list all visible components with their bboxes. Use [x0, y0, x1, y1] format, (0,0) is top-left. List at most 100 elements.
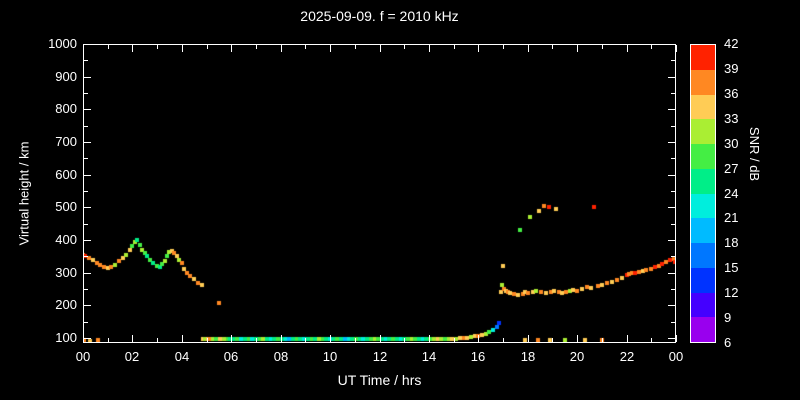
x-tick — [132, 45, 133, 52]
colorbar-band — [691, 119, 715, 144]
x-axis-label: UT Time / hrs — [337, 372, 422, 388]
y-tick — [84, 158, 88, 159]
x-tick — [404, 45, 405, 49]
y-tick — [671, 256, 675, 257]
x-tick — [231, 45, 232, 52]
y-tick — [668, 109, 675, 110]
y-tick-label: 700 — [55, 134, 77, 149]
x-tick — [207, 338, 208, 342]
colorbar-band — [691, 69, 715, 95]
colorbar-tick-label: 27 — [724, 161, 739, 176]
y-tick — [668, 240, 675, 241]
x-tick — [528, 335, 529, 342]
x-tick — [281, 335, 282, 342]
y-tick — [84, 256, 88, 257]
x-tick — [305, 45, 306, 49]
x-tick — [651, 45, 652, 49]
x-tick — [380, 335, 381, 342]
colorbar-band — [691, 144, 715, 169]
x-tick — [676, 335, 677, 342]
y-tick — [668, 207, 675, 208]
colorbar-tick-label: 30 — [724, 136, 739, 151]
x-tick-label: 00 — [668, 349, 684, 364]
x-tick — [132, 335, 133, 342]
y-tick — [84, 126, 88, 127]
x-tick — [83, 45, 84, 52]
colorbar-band — [691, 45, 715, 70]
y-tick-label: 800 — [55, 101, 77, 116]
x-tick — [454, 45, 455, 49]
y-tick-label: 100 — [55, 330, 77, 345]
x-tick-label: 08 — [273, 349, 289, 364]
scatter-canvas — [84, 45, 675, 342]
y-tick — [84, 273, 91, 274]
y-tick — [84, 191, 88, 192]
x-tick — [330, 335, 331, 342]
y-tick — [671, 224, 675, 225]
y-tick — [668, 142, 675, 143]
y-tick — [84, 289, 88, 290]
x-tick-label: 16 — [470, 349, 486, 364]
x-tick-label: 04 — [174, 349, 190, 364]
y-axis-label: Virtual height / km — [16, 141, 32, 246]
x-tick — [157, 45, 158, 49]
x-tick — [503, 338, 504, 342]
plot-frame — [83, 44, 676, 343]
x-tick-label: 06 — [223, 349, 239, 364]
x-tick — [83, 335, 84, 342]
y-tick — [84, 338, 91, 339]
x-tick — [454, 338, 455, 342]
y-tick-label: 300 — [55, 265, 77, 280]
x-tick — [108, 45, 109, 49]
x-tick — [256, 338, 257, 342]
x-tick — [231, 335, 232, 342]
x-tick-label: 12 — [372, 349, 388, 364]
chart-title: 2025-09-09. f = 2010 kHz — [300, 8, 459, 24]
x-tick — [627, 335, 628, 342]
y-tick — [668, 338, 675, 339]
colorbar — [690, 44, 716, 343]
y-tick — [84, 224, 88, 225]
x-tick — [380, 45, 381, 52]
y-tick — [84, 175, 91, 176]
x-tick — [478, 335, 479, 342]
y-tick-label: 400 — [55, 232, 77, 247]
x-tick — [651, 338, 652, 342]
x-tick — [552, 45, 553, 49]
x-tick-label: 20 — [569, 349, 585, 364]
y-tick-label: 600 — [55, 167, 77, 182]
y-tick — [668, 305, 675, 306]
colorbar-tick-label: 18 — [724, 235, 739, 250]
x-tick-label: 18 — [520, 349, 536, 364]
colorbar-tick-label: 12 — [724, 285, 739, 300]
x-tick-label: 10 — [322, 349, 338, 364]
y-tick — [84, 207, 91, 208]
x-tick-label: 02 — [124, 349, 140, 364]
x-tick — [108, 338, 109, 342]
y-tick — [671, 158, 675, 159]
colorbar-tick-label: 9 — [724, 310, 732, 325]
x-tick — [281, 45, 282, 52]
y-tick — [671, 126, 675, 127]
x-tick — [577, 45, 578, 52]
x-tick — [355, 338, 356, 342]
x-tick — [528, 45, 529, 52]
y-tick — [84, 77, 91, 78]
colorbar-band — [691, 218, 715, 243]
y-tick — [84, 142, 91, 143]
x-tick — [157, 338, 158, 342]
colorbar-band — [691, 243, 715, 268]
x-tick-label: 14 — [421, 349, 437, 364]
colorbar-tick-label: 24 — [724, 186, 739, 201]
y-tick — [668, 44, 675, 45]
y-tick — [668, 175, 675, 176]
colorbar-band — [691, 193, 715, 219]
y-tick — [671, 322, 675, 323]
y-tick-label: 500 — [55, 199, 77, 214]
x-tick — [305, 338, 306, 342]
y-tick — [84, 240, 91, 241]
x-tick — [256, 45, 257, 49]
x-tick — [404, 338, 405, 342]
colorbar-tick-label: 6 — [724, 335, 732, 350]
